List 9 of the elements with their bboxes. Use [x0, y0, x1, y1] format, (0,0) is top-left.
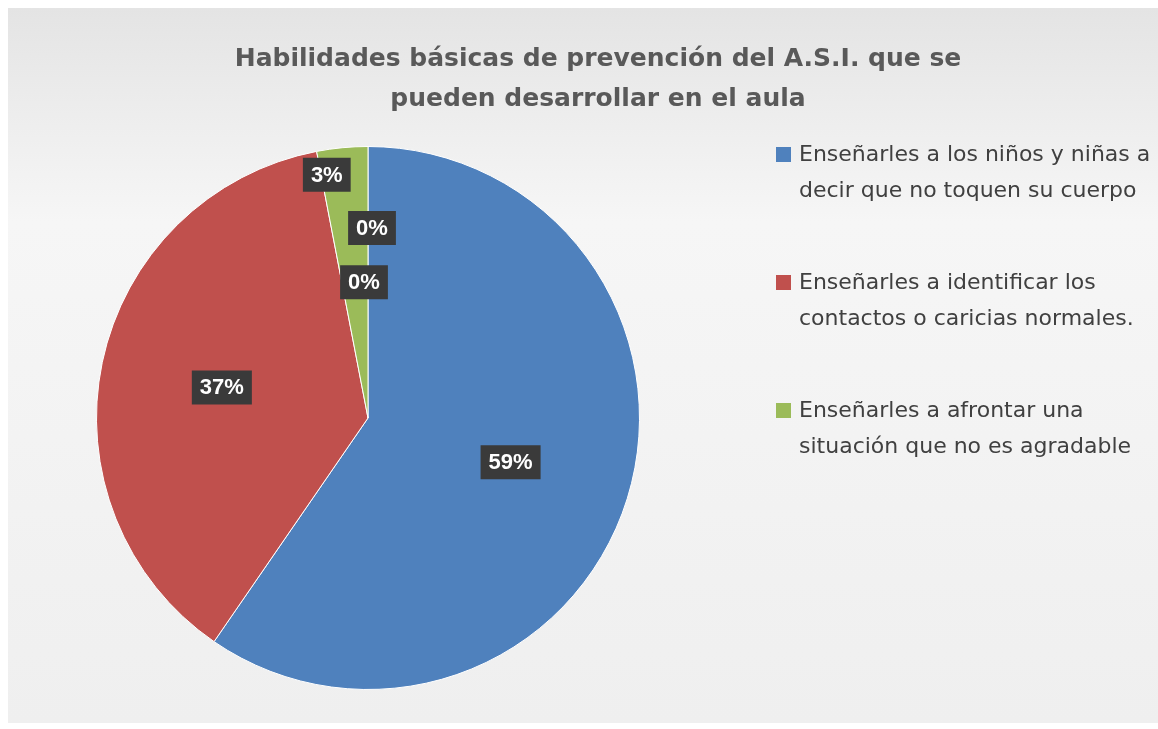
- slice-label: Enseñarles a los niños y niñas a decir que no toquen su cuerpo: [799, 140, 1152, 204]
- legend-label: Enseñarles a afrontar una situación que no es agradable: [799, 396, 1133, 460]
- data-label: 59%: [488, 449, 533, 475]
- legend-label: Enseñarles a identificar los contactos o caricias normales.: [799, 268, 1135, 332]
- text: 0%: [348, 269, 380, 295]
- data-label: 3%: [310, 161, 343, 187]
- data-label: 37%: [199, 374, 244, 400]
- text: 0%: [356, 215, 388, 241]
- chart-title: Habilidades básicas de prevención del A.S.I. que se pueden desarrollar en el aula: [233, 42, 963, 114]
